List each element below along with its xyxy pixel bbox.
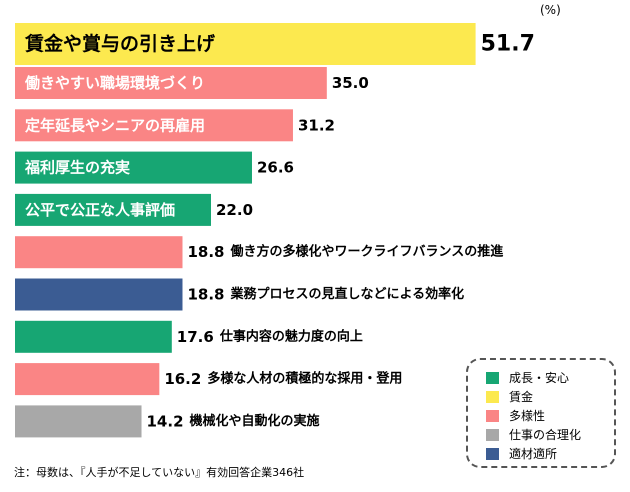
bar-label-3: 定年延長やシニアの再雇用 (25, 116, 205, 134)
bar-value-9: 16.2 (164, 370, 201, 388)
legend-swatch (486, 371, 499, 384)
legend-item-3: 多様性 (486, 406, 614, 425)
legend-label: 成長・安心 (509, 371, 570, 385)
bar-1 (15, 23, 476, 65)
bar-8 (15, 320, 172, 353)
bar-label-5: 公平で公正な人事評価 (25, 201, 175, 219)
legend-label: 仕事の合理化 (509, 428, 582, 442)
bar-value-7: 18.8 (187, 286, 224, 304)
footnote: 注：母数は、『人手が不足していない』有効回答企業346社 (14, 466, 305, 479)
legend-item-2: 賃金 (486, 387, 614, 406)
unit-label: (%) (540, 3, 561, 17)
bar-3 (15, 109, 293, 142)
bar-value-1: 51.7 (481, 32, 535, 57)
legend-swatch (486, 447, 499, 460)
bar-value-10: 14.2 (147, 412, 184, 430)
bar-value-4: 26.6 (257, 159, 294, 177)
bar-label-2: 働きやすい職場環境づくり (24, 74, 205, 92)
legend-item-1: 成長・安心 (486, 368, 614, 387)
bar-label-6: 働き方の多様化やワークライフバランスの推進 (230, 244, 504, 260)
bar-label-8: 仕事内容の魅力度の向上 (219, 328, 363, 344)
legend: 成長・安心賃金多様性仕事の合理化 適材適所 (466, 358, 616, 468)
legend-swatch (486, 428, 499, 441)
legend-label: 賃金 (509, 390, 534, 404)
bar-value-3: 31.2 (298, 116, 335, 134)
legend-item-5: 適材適所 (486, 444, 614, 463)
bar-label-9: 多様な人材の積極的な採用・登用 (207, 371, 402, 387)
bar-9 (15, 363, 160, 396)
legend-swatch (486, 390, 499, 403)
bar-label-4: 福利厚生の充実 (24, 159, 130, 177)
bar-value-6: 18.8 (187, 243, 224, 261)
bar-4 (15, 151, 252, 184)
legend-label: 多様性 (509, 409, 546, 423)
bar-value-8: 17.6 (177, 328, 214, 346)
bar-10 (15, 405, 142, 438)
bar-6 (15, 236, 183, 269)
legend-item-4: 仕事の合理化 (486, 425, 614, 444)
bar-7 (15, 278, 183, 311)
bar-label-7: 業務プロセスの見直しなどによる効率化 (230, 286, 465, 302)
bar-value-5: 22.0 (216, 201, 253, 219)
legend-swatch (486, 409, 499, 422)
bar-label-1: 賃金や賞与の引き上げ (24, 32, 216, 55)
bar-5 (15, 193, 211, 226)
legend-label: 適材適所 (509, 447, 558, 461)
bar-2 (15, 67, 327, 99)
bar-label-10: 機械化や自動化の実施 (190, 413, 320, 429)
bar-value-2: 35.0 (332, 74, 369, 92)
